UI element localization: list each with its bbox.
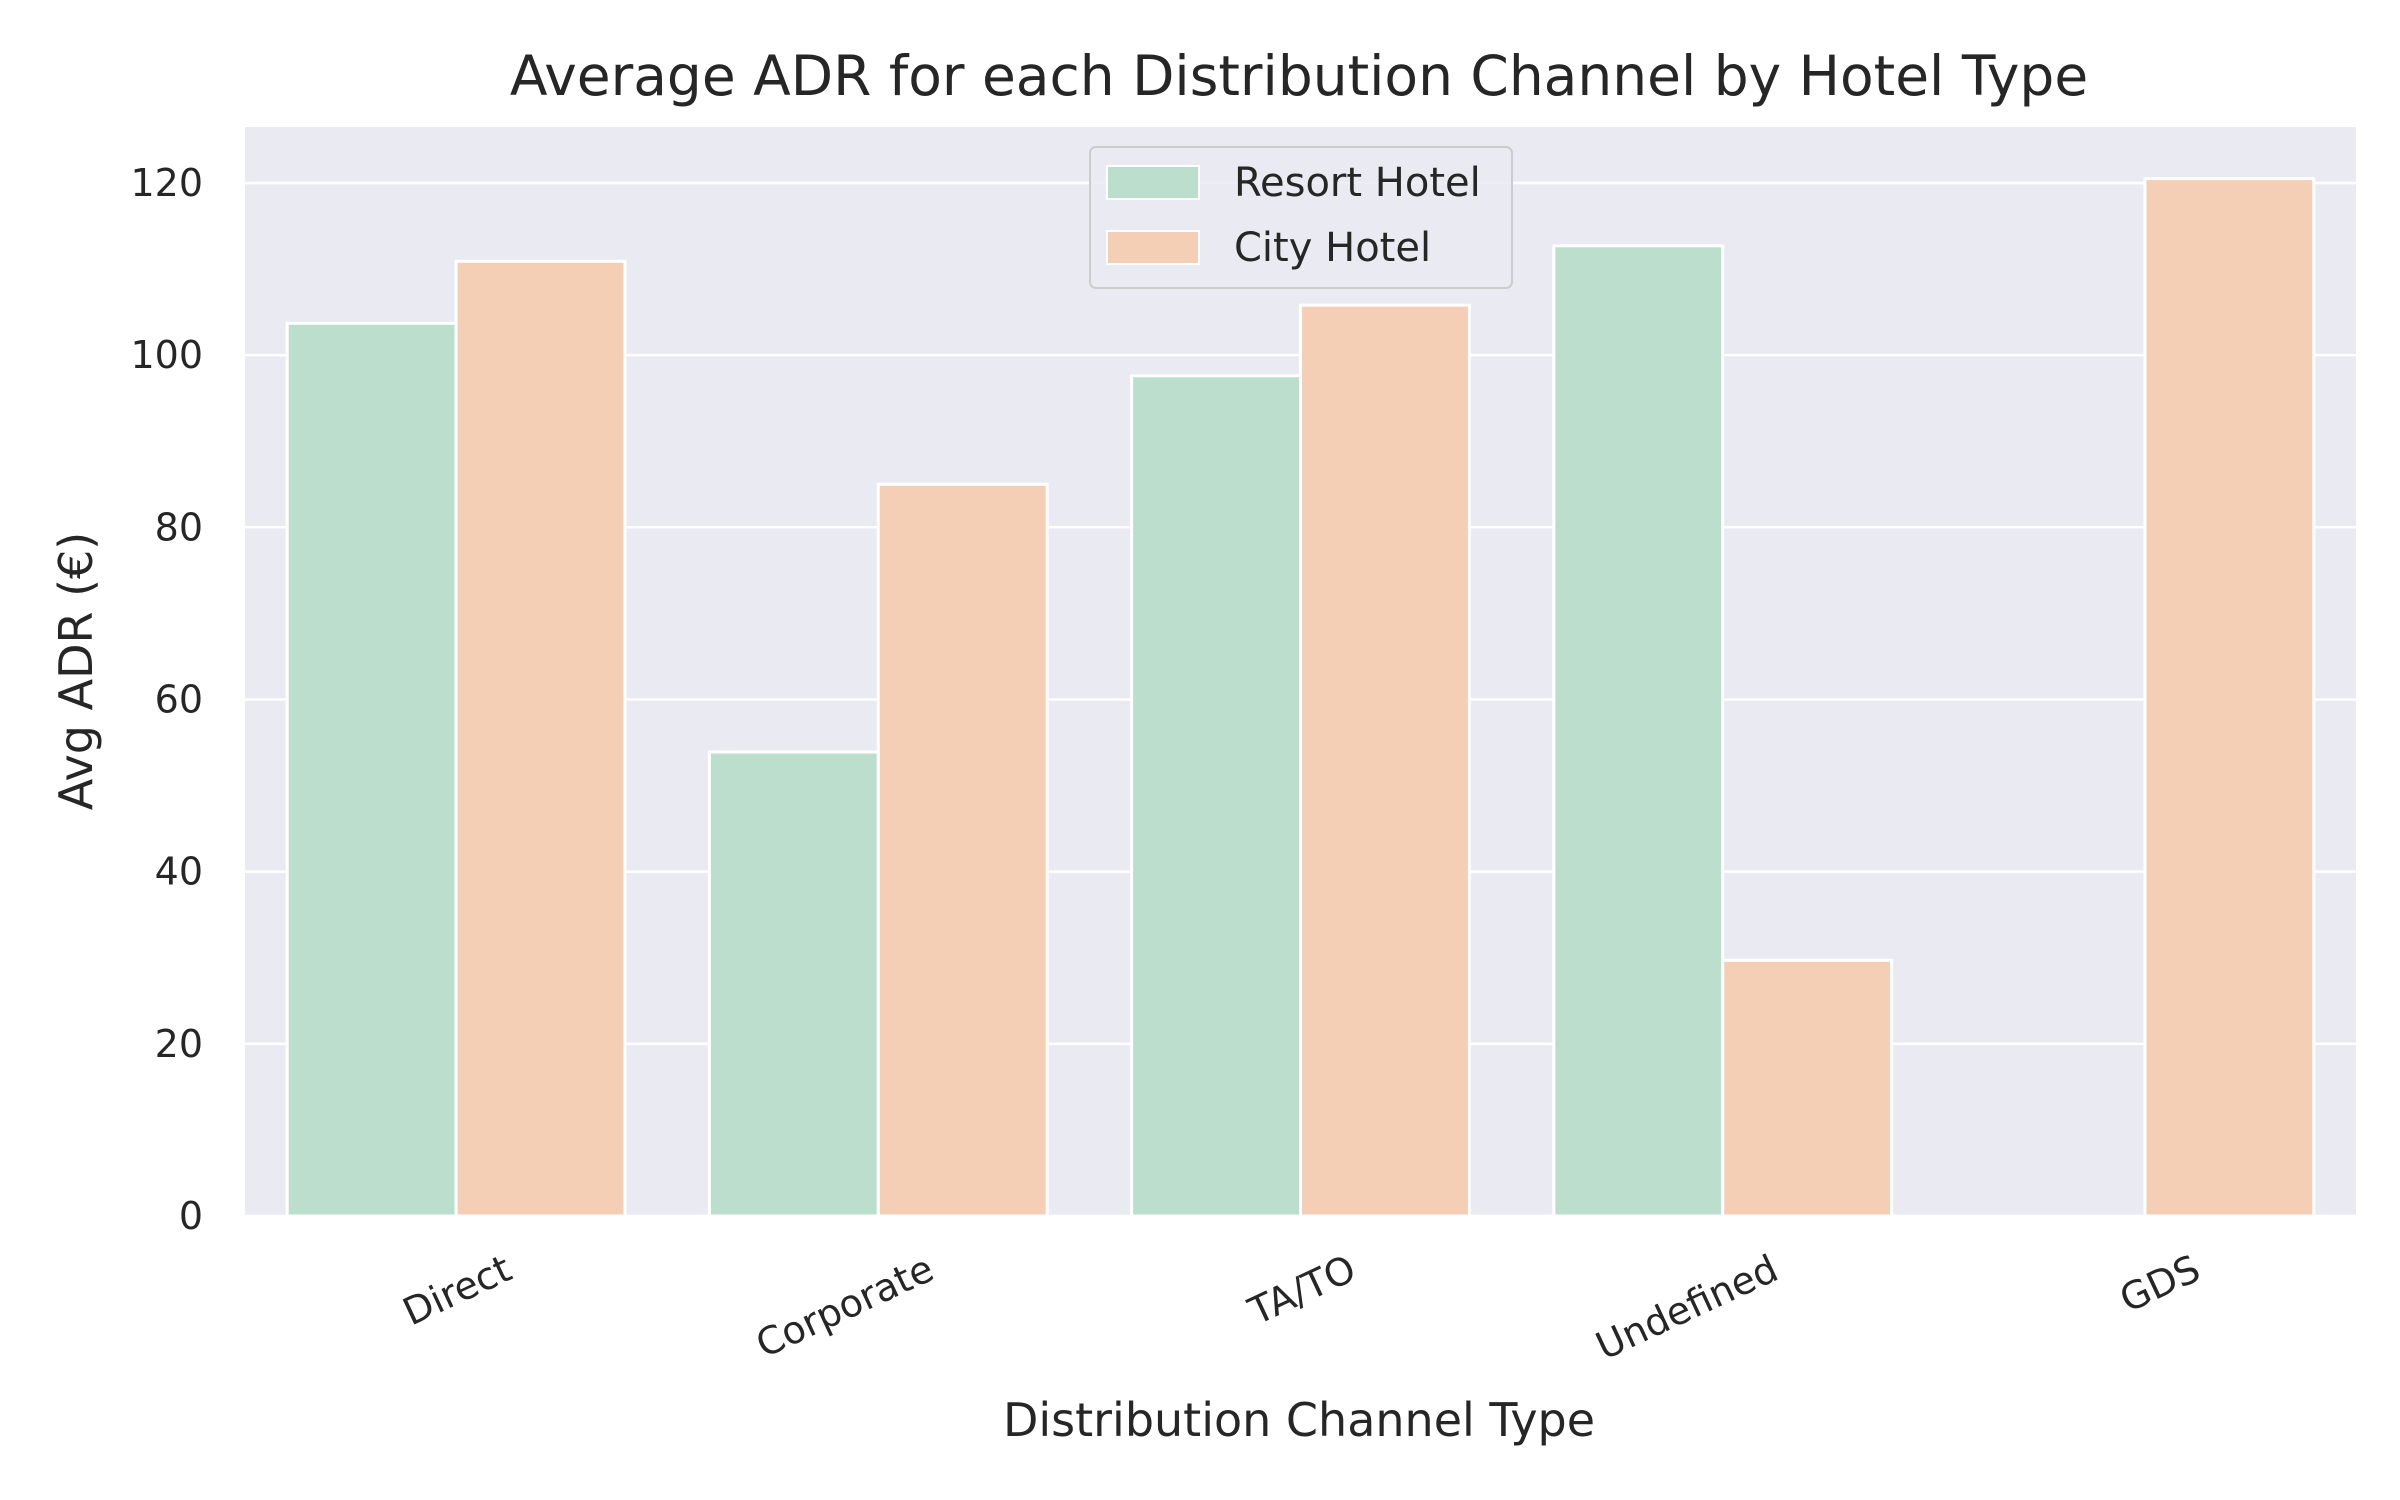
bar-city-hotel-3 [1721, 958, 1894, 1218]
legend-swatch [1106, 165, 1200, 200]
legend: Resort Hotel City Hotel [1089, 146, 1513, 289]
y-tick-label: 80 [155, 505, 203, 549]
bar-resort-hotel-3 [1552, 244, 1725, 1218]
y-tick-label: 40 [155, 850, 203, 894]
legend-swatch [1106, 230, 1200, 265]
y-tick-label: 120 [130, 161, 203, 205]
bars [285, 177, 2316, 1218]
x-axis-label: Distribution Channel Type [1003, 1393, 1595, 1447]
bar-city-hotel-2 [1299, 303, 1471, 1218]
x-tick-label: Undefined [1589, 1246, 1784, 1368]
bar-city-hotel-1 [876, 482, 1049, 1218]
bar-city-hotel-0 [454, 259, 627, 1218]
y-tick-label: 60 [155, 677, 203, 721]
y-tick-labels: 0 20 40 60 80 100 120 [130, 161, 203, 1238]
x-tick-label: Corporate [749, 1246, 940, 1366]
x-tick-label: TA/TO [1241, 1246, 1362, 1334]
y-tick-label: 20 [155, 1022, 203, 1066]
x-tick-label: Direct [396, 1246, 518, 1334]
bar-city-hotel-4 [2143, 177, 2316, 1218]
x-tick-label: GDS [2113, 1246, 2207, 1321]
legend-label: Resort Hotel [1234, 160, 1481, 206]
y-tick-label: 0 [179, 1194, 203, 1238]
bar-resort-hotel-1 [707, 750, 880, 1218]
bar-resort-hotel-0 [285, 321, 458, 1218]
chart-title: Average ADR for each Distribution Channe… [510, 44, 2088, 108]
y-axis-label: Avg ADR (€) [49, 532, 103, 810]
legend-label: City Hotel [1234, 225, 1431, 271]
y-tick-label: 100 [130, 333, 203, 377]
bar-resort-hotel-2 [1130, 374, 1302, 1218]
x-tick-labels: Direct Corporate TA/TO Undefined GDS [396, 1246, 2207, 1368]
